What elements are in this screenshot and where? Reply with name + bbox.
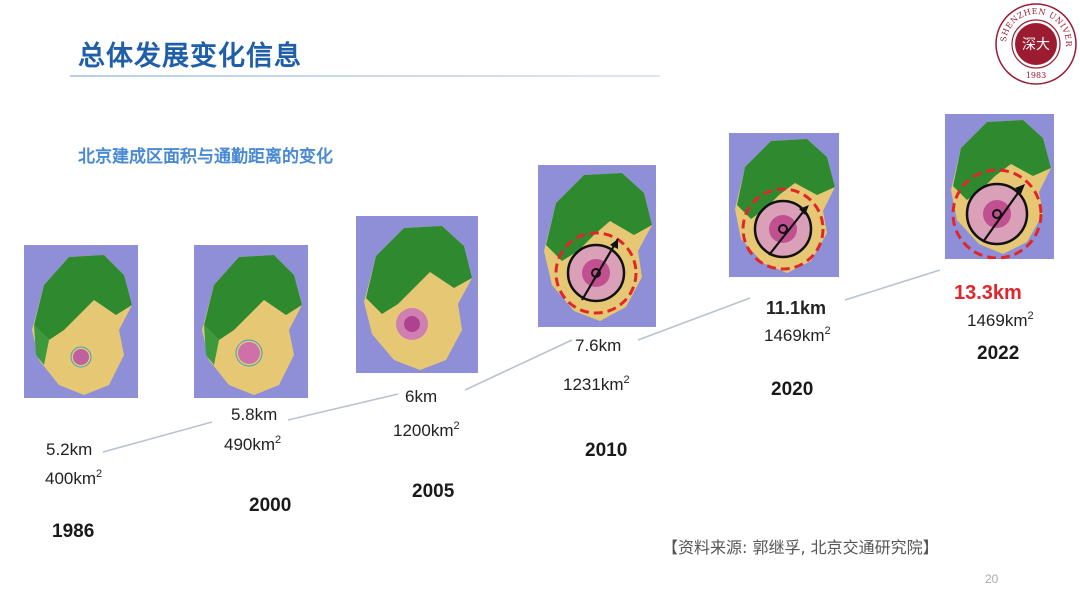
year-2010: 2010: [585, 440, 628, 461]
distance-2000: 5.8km: [231, 405, 278, 424]
page-title: 总体发展变化信息: [78, 41, 302, 72]
map-2000: [194, 245, 308, 398]
title-divider: [70, 75, 660, 77]
university-logo: SHENZHEN UNIVERSITY 深大 1983: [990, 0, 1078, 86]
map-2010: [538, 165, 656, 327]
area-2020: 1469km2: [764, 325, 831, 345]
year-2005: 2005: [412, 481, 455, 502]
year-1986: 1986: [52, 521, 95, 542]
source-citation: 【资料来源: 郭继孚, 北京交通研究院】: [662, 538, 939, 557]
distance-2020: 11.1km: [766, 298, 827, 318]
distance-2022: 13.3km: [954, 282, 1022, 304]
map-2020: [729, 133, 839, 277]
distance-2005: 6km: [405, 387, 438, 406]
map-2022: [945, 114, 1054, 259]
section-subtitle: 北京建成区面积与通勤距离的变化: [78, 147, 333, 167]
area-2005: 1200km2: [393, 420, 460, 440]
year-2020: 2020: [771, 379, 814, 400]
area-2000: 490km2: [224, 434, 282, 454]
map-2005: [356, 216, 478, 373]
area-2022: 1469km2: [967, 310, 1034, 330]
area-2010: 1231km2: [563, 374, 630, 394]
year-2000: 2000: [249, 495, 292, 516]
svg-text:深大: 深大: [1022, 37, 1050, 53]
area-1986: 400km2: [45, 468, 103, 488]
distance-2010: 7.6km: [575, 336, 622, 355]
map-1986: [24, 245, 138, 398]
distance-1986: 5.2km: [46, 440, 93, 459]
logo-year: 1983: [1026, 71, 1046, 80]
year-2022: 2022: [977, 343, 1020, 364]
page-number: 20: [985, 572, 999, 586]
